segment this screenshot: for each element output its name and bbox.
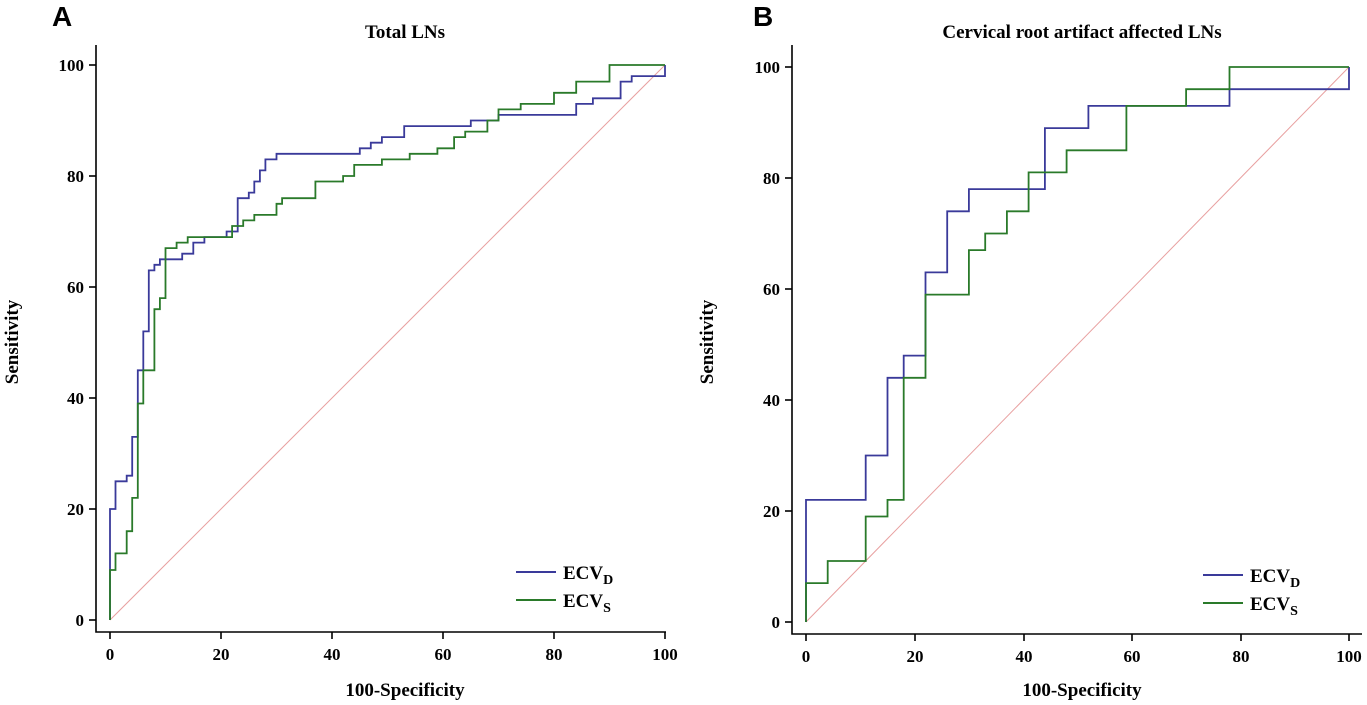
panel-b-ytick-label: 20 — [763, 502, 780, 521]
panel-a-ytick-label: 80 — [67, 167, 84, 186]
panel-b-legend: ECVD ECVS — [1203, 566, 1300, 619]
panel-a-reference-line — [109, 64, 666, 621]
panel-b-xtick-label: 20 — [907, 647, 924, 666]
panel-a-ytick-label: 100 — [59, 56, 85, 75]
panel-a-legend-label-ecvd: ECVD — [563, 563, 613, 588]
panel-b-reference-line — [805, 66, 1350, 623]
panel-a-xtick-label: 40 — [324, 645, 341, 664]
panel-b-y-ticks: 0 20 40 60 80 100 — [755, 58, 792, 632]
panel-b-ytick-label: 0 — [772, 613, 781, 632]
panel-a-ytick-label: 0 — [76, 611, 85, 630]
panel-b-legend-label-ecvd: ECVD — [1250, 566, 1300, 591]
panel-b-xtick-label: 40 — [1016, 647, 1033, 666]
panel-a-ytick-label: 20 — [67, 500, 84, 519]
panel-a-xtick-label: 100 — [652, 645, 678, 664]
panel-b-axes — [791, 45, 1362, 635]
panel-b-x-ticks: 0 20 40 60 80 100 — [802, 634, 1362, 666]
panel-a-xtick-label: 0 — [106, 645, 115, 664]
panel-a-ytick-label: 40 — [67, 389, 84, 408]
panel-a-title: Total LNs — [365, 22, 445, 43]
panel-a-x-ticks: 0 20 40 60 80 100 — [106, 632, 678, 664]
panel-a-xtick-label: 80 — [546, 645, 563, 664]
panel-a-ylabel: Sensitivity — [2, 299, 23, 384]
panel-b-series-ecvs-line — [805, 66, 1349, 622]
panel-b-legend-label-ecvs: ECVS — [1250, 594, 1298, 619]
panel-b-xtick-label: 60 — [1124, 647, 1141, 666]
panel-b-ytick-label: 40 — [763, 391, 780, 410]
panel-a-y-ticks: 0 20 40 60 80 100 — [59, 56, 96, 630]
panel-b-ylabel: Sensitivity — [697, 299, 718, 384]
panel-b-title: Cervical root artifact affected LNs — [942, 22, 1221, 43]
panel-a: A Total LNs 100-Specificity Sensitivity … — [2, 1, 678, 701]
panel-b-xtick-label: 0 — [802, 647, 811, 666]
panel-a-legend: ECVD ECVS — [516, 563, 613, 616]
panel-a-xtick-label: 60 — [435, 645, 452, 664]
panel-b-ytick-label: 100 — [755, 58, 781, 77]
panel-a-letter: A — [52, 1, 72, 32]
panel-a-xlabel: 100-Specificity — [345, 680, 465, 701]
panel-a-axes — [95, 45, 666, 633]
panel-b-xlabel: 100-Specificity — [1022, 680, 1142, 701]
panel-a-series-ecvs-line — [109, 64, 665, 620]
panel-a-legend-label-ecvs: ECVS — [563, 591, 611, 616]
panel-b: B Cervical root artifact affected LNs 10… — [697, 1, 1362, 701]
panel-b-ytick-label: 60 — [763, 280, 780, 299]
panel-b-letter: B — [753, 1, 773, 32]
panel-a-ytick-label: 60 — [67, 278, 84, 297]
panel-b-ytick-label: 80 — [763, 169, 780, 188]
panel-a-xtick-label: 20 — [213, 645, 230, 664]
panel-b-xtick-label: 100 — [1336, 647, 1362, 666]
panel-b-xtick-label: 80 — [1233, 647, 1250, 666]
